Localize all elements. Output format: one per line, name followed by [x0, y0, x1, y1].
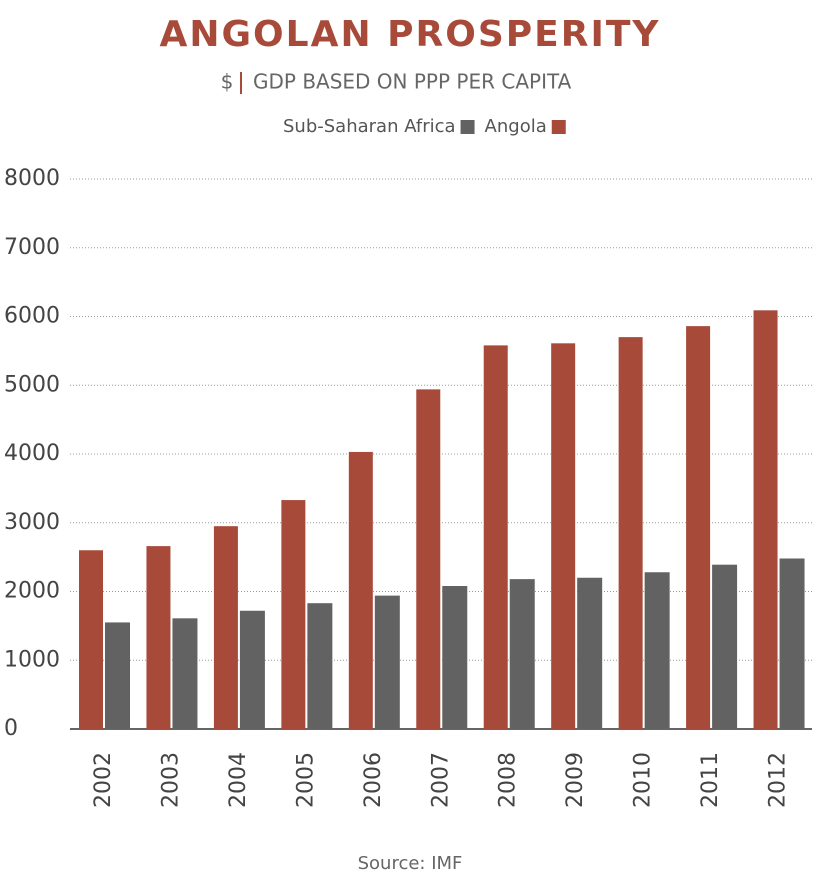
- y-tick-label: 6000: [4, 304, 60, 329]
- bar: [213, 526, 238, 729]
- x-tick-label: 2004: [226, 752, 251, 808]
- bar: [779, 558, 805, 729]
- y-tick-label: 7000: [4, 235, 60, 260]
- bar: [307, 603, 333, 729]
- bar: [644, 572, 670, 729]
- legend-swatch: [460, 120, 475, 134]
- bar: [509, 579, 535, 729]
- x-tick-label: 2007: [428, 752, 453, 808]
- x-tick-label: 2012: [766, 752, 791, 808]
- bar: [618, 337, 643, 729]
- bar: [348, 451, 373, 729]
- y-tick-label: 0: [4, 716, 18, 741]
- x-tick-label: 2010: [631, 752, 656, 808]
- x-tick-label: 2006: [361, 752, 386, 808]
- x-tick-label: 2003: [158, 752, 183, 808]
- legend-label: Sub-Saharan Africa: [283, 116, 456, 137]
- bar: [239, 610, 265, 729]
- bar: [753, 310, 778, 729]
- bar: [483, 345, 508, 729]
- bar: [281, 500, 306, 729]
- bar: [146, 546, 171, 729]
- y-tick-label: 3000: [4, 510, 60, 535]
- legend-label: Angola: [485, 116, 547, 137]
- bar: [442, 586, 468, 729]
- chart-title: ANGOLAN PROSPERITY: [160, 14, 661, 55]
- bar: [577, 577, 603, 729]
- bar: [172, 618, 198, 729]
- y-tick-label: 5000: [4, 372, 60, 397]
- y-tick-label: 8000: [4, 166, 60, 191]
- y-tick-label: 1000: [4, 647, 60, 672]
- x-tick-label: 2009: [563, 752, 588, 808]
- bar: [374, 595, 400, 729]
- y-tick-label: 2000: [4, 579, 60, 604]
- source: Source: IMF: [358, 853, 463, 874]
- y-tick-label: 4000: [4, 441, 60, 466]
- bar: [686, 326, 711, 729]
- bar: [551, 343, 576, 729]
- bar: [79, 550, 103, 729]
- x-tick-label: 2008: [496, 752, 521, 808]
- x-tick-label: 2005: [293, 752, 318, 808]
- x-tick-label: 2002: [91, 752, 116, 808]
- bar: [416, 389, 441, 729]
- unit: $: [221, 70, 234, 94]
- x-tick-label: 2011: [698, 752, 723, 808]
- bar: [712, 564, 738, 729]
- subtitle: GDP BASED ON PPP PER CAPITA: [253, 70, 572, 94]
- legend-swatch: [551, 120, 566, 134]
- bar: [105, 622, 130, 729]
